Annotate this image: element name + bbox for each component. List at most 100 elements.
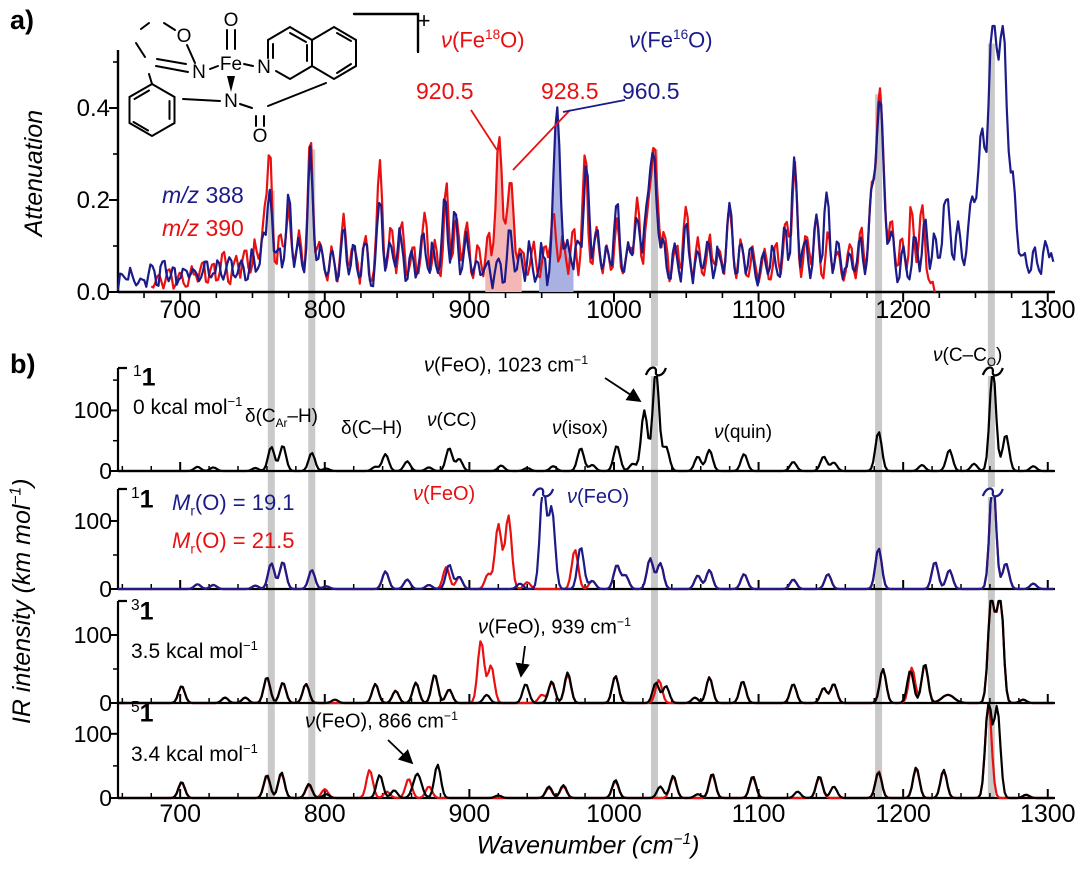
annotation-s1-nu-cc: ν(CC) [427,410,477,431]
x-tick-label-b: 1300 [1019,800,1076,828]
fe-n-wedge-bond [227,76,235,92]
y-tick-label-s1: 0 [99,458,112,484]
quinoline-ring-b [311,25,357,81]
y-tick-label-s1: 100 [73,397,112,424]
cation-bracket [352,12,420,54]
x-tick-label-a: 1300 [1019,296,1076,324]
x-tick-label-b: 1000 [586,800,642,828]
x-axis-title: Wavenumber (cm−1) [476,831,700,860]
annotation-s1-d-car-h: δ(CAr–H) [245,406,319,430]
axes-s4 [116,701,1055,800]
x-tick-label-b: 1200 [875,800,931,828]
x-tick-label-a: 1200 [875,296,931,324]
peak-break-mark [532,487,555,498]
y-tick-label-a: 0.2 [76,187,110,214]
peak-break-mark [981,366,1004,377]
cation-charge: + [418,8,430,33]
x-tick-label-b: 1100 [731,800,786,828]
annotation-s3-state: 31 [131,597,154,626]
x-tick-label-b: 800 [303,800,346,828]
y-tick-label-s3: 100 [73,622,112,648]
annotation-leader-line [562,99,626,113]
peak-break-mark [644,366,667,377]
y-tick-label-s3: 0 [99,690,112,716]
annotation-s2-state: 11 [131,485,154,514]
annotation-arrow [387,739,414,765]
y-tick-label-a: 0.0 [76,279,110,306]
trace-calc-s1 [118,368,1054,473]
guide-band-1183 [875,94,883,798]
annotation-s1-nu-c-co: ν(C–CO) [933,345,1003,369]
guide-band-1028 [650,149,658,798]
y-tick-label-a: 0.4 [76,95,110,122]
x-tick-label-a: 900 [448,296,491,324]
isoxazoline-ring [135,22,196,64]
amide-c-o-double-bond [255,115,265,127]
quinoline-double-bonds [272,32,352,74]
x-tick-label-b: 900 [448,800,491,828]
annotation-s4-state: 51 [131,699,154,728]
atom-n-quin: N [257,57,271,78]
annotation-s4-energy: 3.4 kcal mol−1 [131,741,258,766]
y-tick-label-s2: 0 [99,576,112,602]
annotation-s1-state: 11 [133,363,156,392]
phenyl-ring [128,82,176,138]
annotation-s1-nu-quin: ν(quin) [714,422,773,443]
fe-oxo-double-bond [226,29,236,50]
x-tick-label-a: 1000 [586,296,642,324]
y-tick-label-s4: 0 [99,785,112,811]
annotation-s3-nu-feo-939: ν(FeO), 939 cm−1 [478,615,632,639]
annotation-s3-energy: 3.5 kcal mol−1 [131,638,258,663]
annotation-arrow [604,377,642,402]
annotation-s2-nu-feo-red: ν(FeO) [413,483,476,505]
annotation-leader-line [470,109,498,151]
y-tick-label-s2: 100 [73,507,112,534]
n-amide-c-bond [239,103,253,109]
guide-band-791 [308,149,316,798]
annotation-s2-nu-feo-blue: ν(FeO) [567,486,630,508]
annotation-s1-d-c-h: δ(C–H) [341,418,403,439]
panel-a-label: a) [10,5,35,35]
annotation-s2-mr-blue: Mr(O) = 19.1 [172,490,295,519]
trace-calc-s3-16O [118,599,1054,705]
annotation-nu-fe18o: ν(Fe18O) [441,27,525,53]
annotation-s1-energy: 0 kcal mol−1 [133,394,243,419]
annotation-leader-line [512,109,571,171]
annotation-s1-nu-isox: ν(isox) [552,418,608,439]
annotation-s1-nu-feo-1023: ν(FeO), 1023 cm−1 [424,353,589,377]
atom-oxo-o: O [224,10,239,31]
annotation-fe16o-960: 960.5 [622,78,680,104]
atom-fe: Fe [220,54,242,75]
x-tick-label-b: 700 [159,800,202,828]
peak-break-mark [981,487,1004,498]
panel-a-y-axis-title: Attenuation [19,109,48,237]
annotation-s4-nu-feo-866: ν(FeO), 866 cm−1 [305,709,459,733]
phenyl-double-bonds [132,89,171,132]
molecular-structure-inset: O Fe N O N N O + [128,8,430,147]
x-tick-label-a: 800 [303,296,346,324]
guide-band-763 [267,190,275,799]
annotation-legend-mz-388: m/z 388 [162,182,244,208]
annotation-arrow [515,645,530,678]
fe-n-quin-bond [243,63,254,67]
c-n-double-bond [155,58,189,73]
phenyl-n-amide-bond [182,98,221,102]
x-tick-label-a: 700 [159,296,202,324]
trace-calc-s4-16O [118,701,1054,800]
panel-a-axes [116,50,1055,294]
amide-quinoline-bond [267,82,327,107]
y-tick-label-s4: 100 [73,720,112,747]
annotation-s2-mr-red: Mr(O) = 21.5 [172,528,295,557]
annotation-fe18o-920: 920.5 [416,78,474,104]
annotation-nu-fe16o: ν(Fe16O) [629,27,713,53]
panel-b-y-axis-title: IR intensity (km mol−1) [7,478,37,725]
fe-n-isox-bond [209,65,219,70]
atom-n-isox: N [192,62,206,83]
trace-calc-s2-16O [118,487,1054,591]
x-tick-label-a: 1100 [731,296,786,324]
isox-phenyl-bond [148,73,153,85]
atom-o-amide: O [253,126,268,147]
guide-band-1261 [987,43,995,799]
